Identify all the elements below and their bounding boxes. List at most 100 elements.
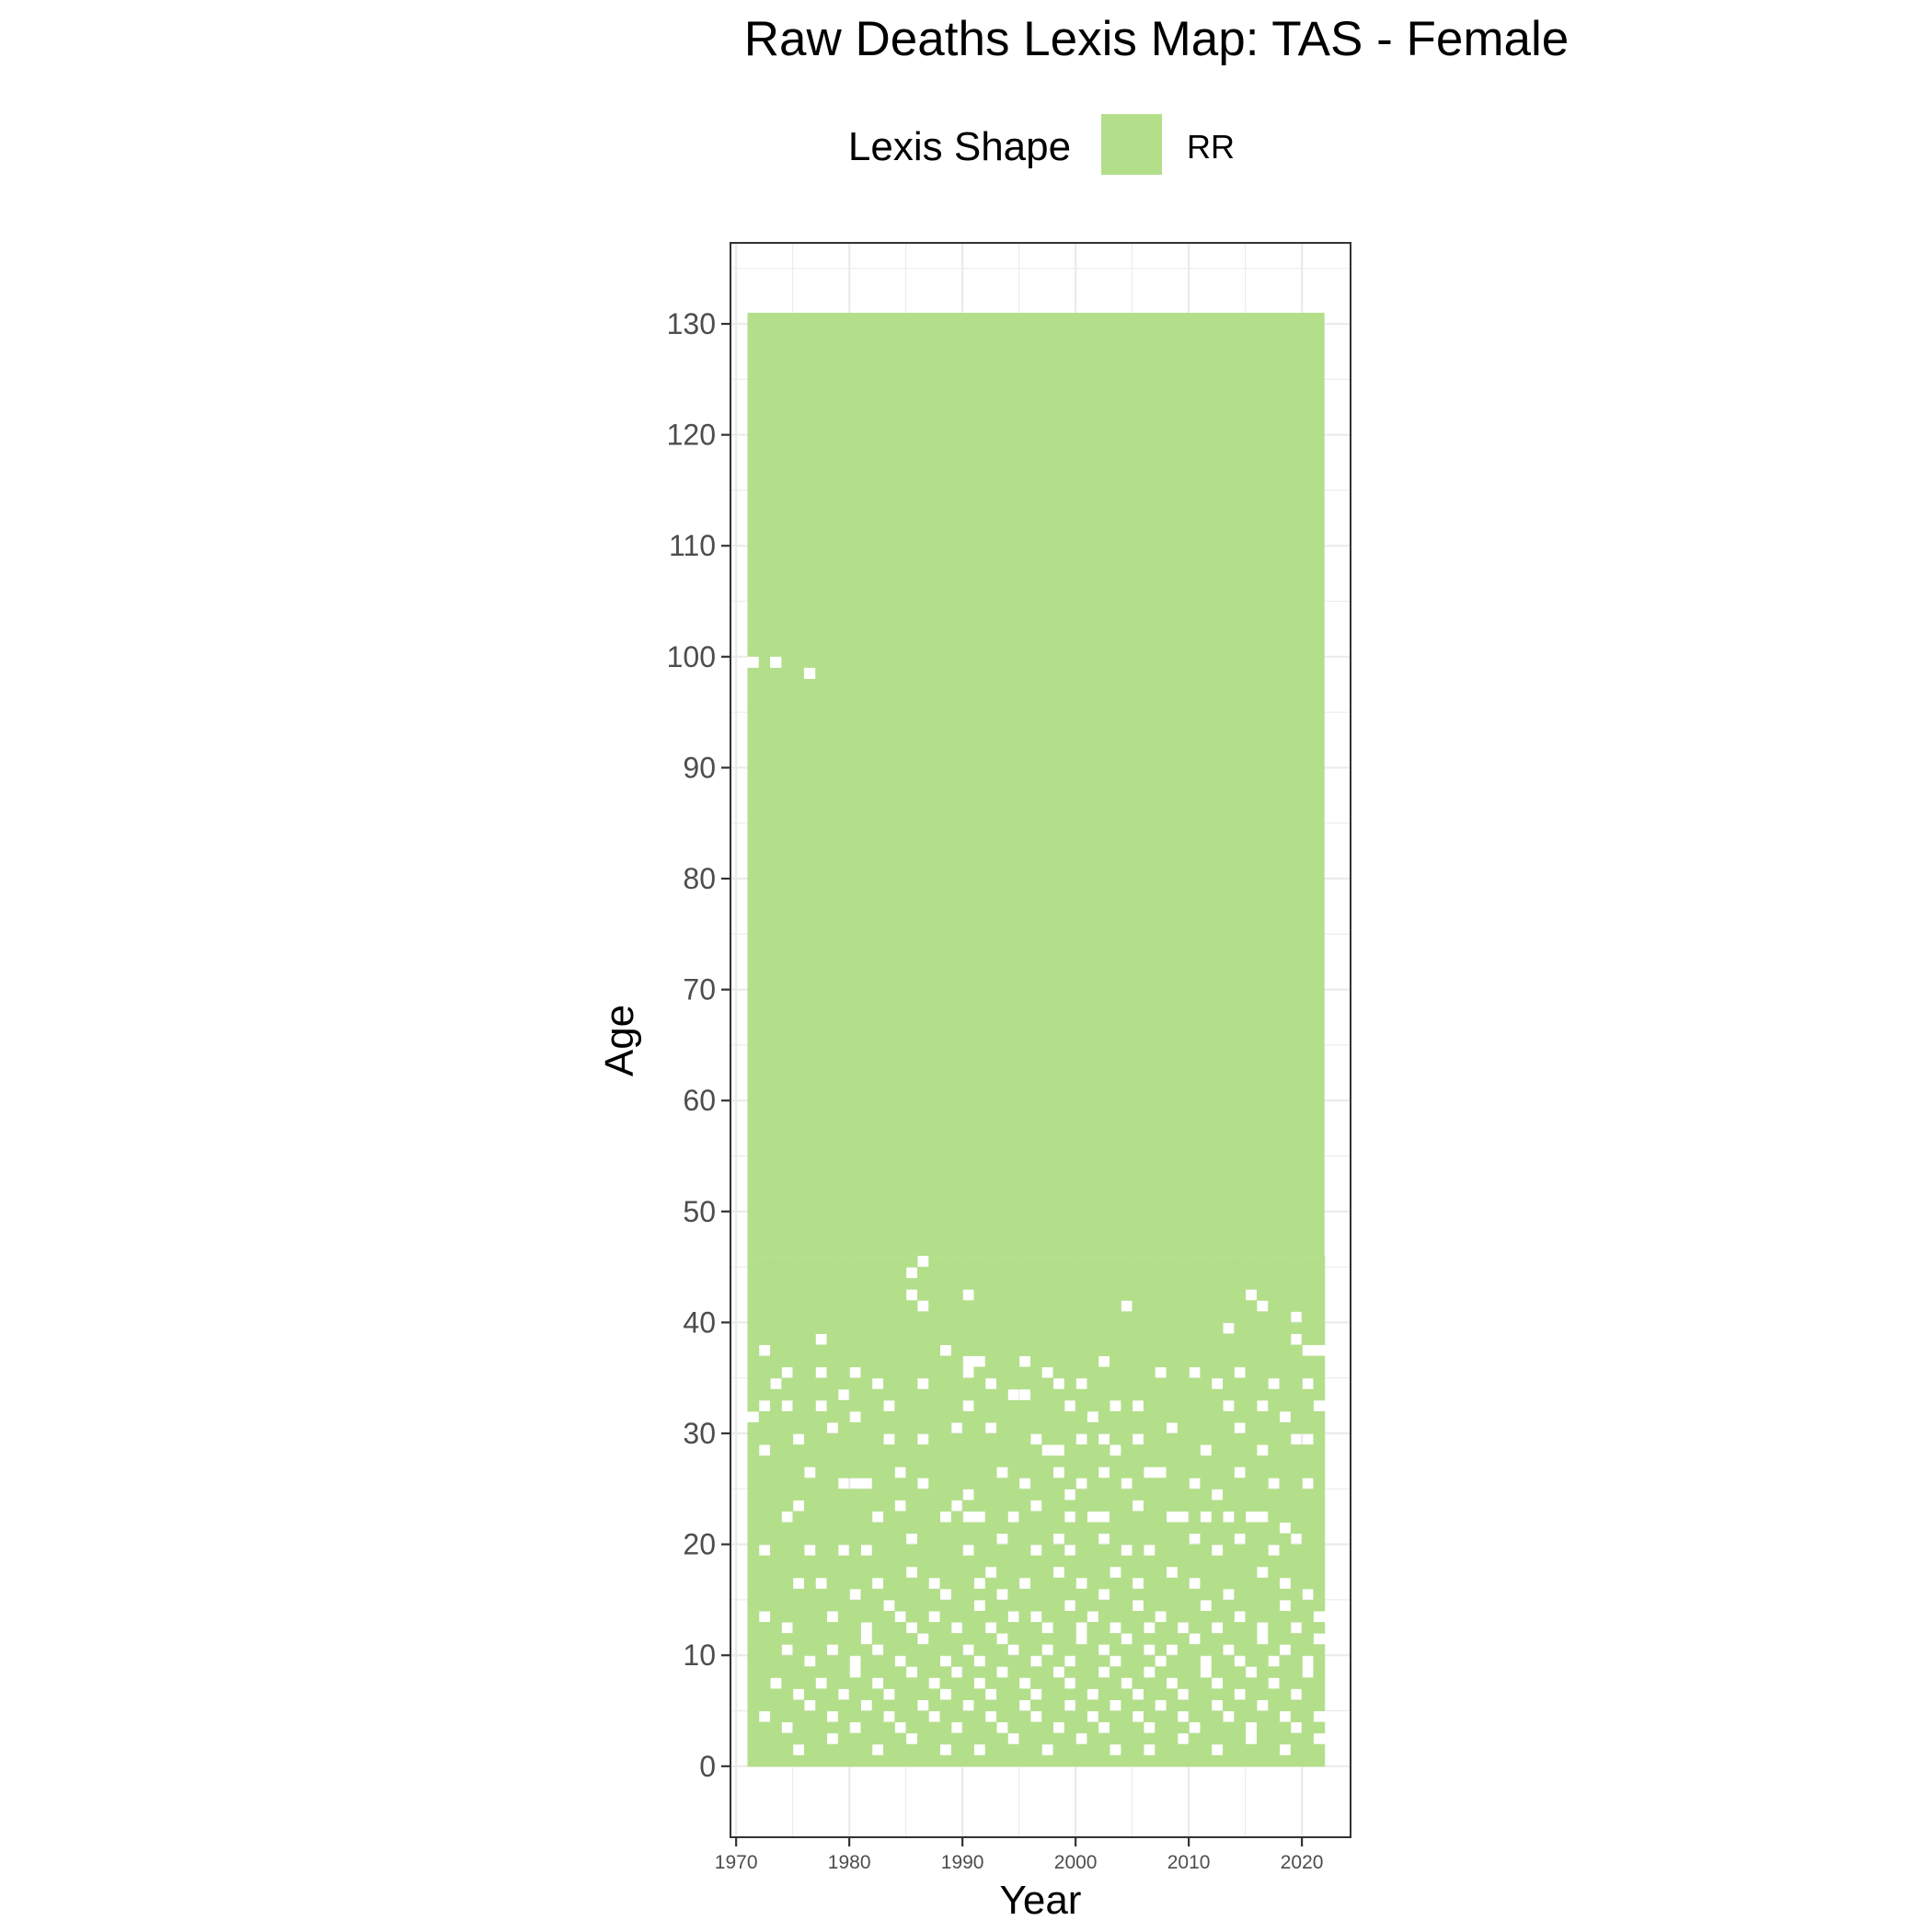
heatmap-cell — [1268, 1511, 1281, 1524]
heatmap-cell — [1268, 1699, 1281, 1712]
heatmap-cell — [1200, 1322, 1213, 1334]
heatmap-cell — [1290, 1522, 1303, 1535]
heatmap-cell — [1041, 1566, 1054, 1579]
heatmap-cell — [984, 1666, 997, 1678]
heatmap-cell — [1075, 1355, 1087, 1368]
heatmap-cell — [1313, 1677, 1326, 1689]
heatmap-cell — [973, 1410, 986, 1423]
heatmap-cell — [1121, 1710, 1133, 1723]
heatmap-cell — [950, 1710, 963, 1723]
heatmap-cell — [1256, 1754, 1269, 1767]
heatmap-cell — [1290, 1511, 1303, 1524]
heatmap-cell — [1132, 1622, 1144, 1634]
heatmap-cell — [1121, 1688, 1133, 1700]
heatmap-cell — [883, 1566, 895, 1579]
heatmap-cell — [916, 1533, 929, 1546]
heatmap-cell — [758, 1555, 771, 1568]
heatmap-cell — [1075, 1333, 1087, 1346]
heatmap-cell — [1007, 1466, 1020, 1478]
heatmap-cell — [883, 1333, 895, 1346]
heatmap-cell — [1177, 1599, 1190, 1612]
y-tick-label: 110 — [669, 529, 716, 562]
heatmap-cell — [984, 1610, 997, 1623]
heatmap-cell — [1177, 1644, 1190, 1656]
heatmap-cell — [1018, 1655, 1031, 1667]
heatmap-cell — [826, 1721, 839, 1734]
heatmap-cell — [826, 1577, 839, 1590]
heatmap-cell — [928, 1344, 941, 1357]
heatmap-cell — [871, 1688, 884, 1700]
heatmap-cell — [1075, 1344, 1087, 1357]
heatmap-cell — [996, 1644, 1008, 1656]
heatmap-cell — [803, 1489, 816, 1501]
heatmap-cell — [996, 1344, 1008, 1357]
heatmap-cell — [1177, 1455, 1190, 1467]
heatmap-cell — [758, 1511, 771, 1524]
heatmap-cell — [1268, 1566, 1281, 1579]
heatmap-cell — [770, 1311, 782, 1323]
heatmap-cell — [826, 1444, 839, 1456]
heatmap-cell — [781, 1377, 794, 1390]
heatmap-cell — [1189, 1677, 1201, 1689]
heatmap-cell — [916, 1555, 929, 1568]
heatmap-cell — [871, 1333, 884, 1346]
heatmap-cell — [1256, 1433, 1269, 1445]
heatmap-cell — [758, 1622, 771, 1634]
heatmap-cell — [1302, 1555, 1314, 1568]
heatmap-cell — [770, 1388, 782, 1401]
heatmap-cell — [1223, 1666, 1235, 1678]
heatmap-cell — [770, 1743, 782, 1756]
heatmap-cell — [837, 1300, 850, 1312]
heatmap-cell — [837, 1533, 850, 1546]
heatmap-cell — [849, 1577, 861, 1590]
heatmap-cell — [973, 1267, 986, 1279]
heatmap-cell — [781, 1522, 794, 1535]
heatmap-cell — [871, 1256, 884, 1268]
heatmap-cell — [950, 1599, 963, 1612]
heatmap-cell — [1166, 1533, 1179, 1546]
heatmap-cell — [1132, 1466, 1144, 1478]
heatmap-cell — [1200, 1344, 1213, 1357]
heatmap-cell — [1029, 1622, 1042, 1634]
heatmap-cell — [1313, 1577, 1326, 1590]
heatmap-cell — [1098, 1278, 1110, 1290]
heatmap-cell — [758, 1388, 771, 1401]
heatmap-cell — [1223, 1633, 1235, 1645]
heatmap-cell — [770, 1710, 782, 1723]
heatmap-cell — [1302, 1256, 1314, 1268]
heatmap-cell — [928, 1388, 941, 1401]
heatmap-cell — [1189, 1267, 1201, 1279]
heatmap-cell — [973, 1522, 986, 1535]
heatmap-cell — [1268, 1610, 1281, 1623]
heatmap-cell — [1234, 1256, 1247, 1268]
heatmap-cell — [747, 1466, 760, 1478]
heatmap-cell — [1132, 1355, 1144, 1368]
heatmap-cell — [1007, 1278, 1020, 1290]
heatmap-cell — [837, 1421, 850, 1434]
heatmap-cell — [1052, 1366, 1065, 1379]
heatmap-cell — [1155, 1677, 1167, 1689]
heatmap-cell — [1223, 1355, 1235, 1368]
heatmap-cell — [1245, 1710, 1258, 1723]
heatmap-cell — [973, 1311, 986, 1323]
heatmap-cell — [1189, 1410, 1201, 1423]
heatmap-cell — [1279, 1300, 1292, 1312]
heatmap-cell — [781, 1333, 794, 1346]
heatmap-cell — [1245, 1743, 1258, 1756]
heatmap-cell — [860, 1399, 873, 1412]
heatmap-cell — [1143, 1522, 1156, 1535]
heatmap-cell — [1041, 1655, 1054, 1667]
heatmap-cell — [871, 1433, 884, 1445]
heatmap-cell — [962, 1743, 974, 1756]
heatmap-cell — [1121, 1599, 1133, 1612]
heatmap-cell — [916, 1644, 929, 1656]
heatmap-cell — [849, 1322, 861, 1334]
heatmap-cell — [1075, 1267, 1087, 1279]
heatmap-empty-cell — [770, 656, 782, 668]
heatmap-cell — [1029, 1344, 1042, 1357]
heatmap-cell — [1110, 1544, 1121, 1557]
heatmap-cell — [1018, 1278, 1031, 1290]
heatmap-cell — [837, 1588, 850, 1601]
heatmap-cell — [996, 1599, 1008, 1612]
heatmap-cell — [1245, 1421, 1258, 1434]
